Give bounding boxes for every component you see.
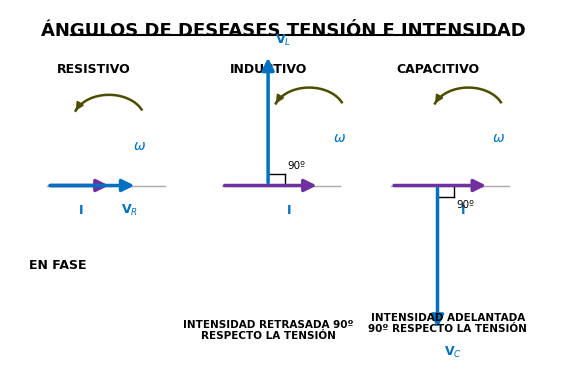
Text: V$_L$: V$_L$ <box>276 33 291 48</box>
Text: ω: ω <box>334 131 346 145</box>
Text: CAPACITIVO: CAPACITIVO <box>396 63 479 76</box>
Text: INTENSIDAD ADELANTADA
90º RESPECTO LA TENSIÓN: INTENSIDAD ADELANTADA 90º RESPECTO LA TE… <box>369 312 527 334</box>
Text: I: I <box>78 204 83 217</box>
Text: 90º: 90º <box>457 200 475 210</box>
Text: I: I <box>286 204 291 217</box>
Text: INDUCTIVO: INDUCTIVO <box>230 63 307 76</box>
Text: ω: ω <box>493 131 505 145</box>
Text: I: I <box>461 204 466 217</box>
Text: INTENSIDAD RETRASADA 90º
RESPECTO LA TENSIÓN: INTENSIDAD RETRASADA 90º RESPECTO LA TEN… <box>183 320 353 341</box>
Text: 90º: 90º <box>287 161 306 171</box>
Text: ÁNGULOS DE DESFASES TENSIÓN E INTENSIDAD: ÁNGULOS DE DESFASES TENSIÓN E INTENSIDAD <box>41 22 526 40</box>
Text: ω: ω <box>134 139 146 152</box>
Text: V$_C$: V$_C$ <box>444 345 462 360</box>
Text: V$_R$: V$_R$ <box>121 203 138 219</box>
Text: RESISTIVO: RESISTIVO <box>57 63 130 76</box>
Text: EN FASE: EN FASE <box>29 259 86 272</box>
